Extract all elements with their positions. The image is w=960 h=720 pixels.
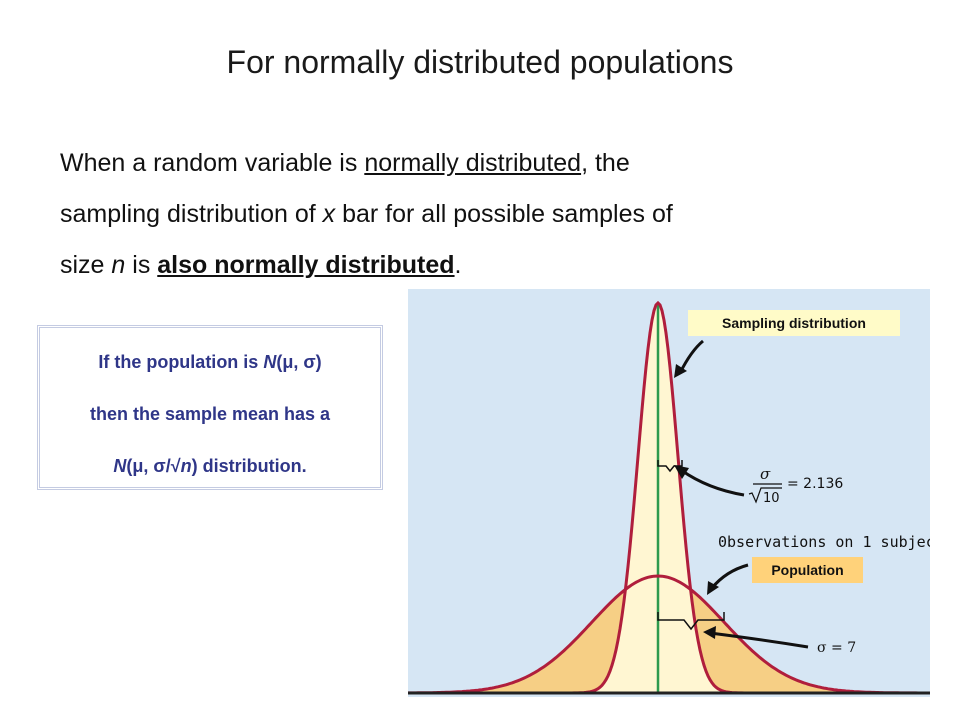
italic-variable-n: n <box>111 251 126 279</box>
sampling-sd-arrowhead <box>674 465 689 479</box>
summary-box: If the population is N(μ, σ) then the sa… <box>37 325 383 490</box>
population-curve <box>408 574 930 695</box>
sampling-arrow <box>678 339 704 374</box>
formula-sigma: σ <box>760 465 771 483</box>
text-run: When a random variable is <box>60 149 365 177</box>
text-run: size <box>60 251 112 279</box>
italic-N: N <box>113 456 127 476</box>
sampling-arrowhead <box>674 364 687 378</box>
population-sd-label: σ = 7 <box>817 640 856 656</box>
formula-value: = 2.136 <box>787 476 843 492</box>
summary-line-3: N(μ, σ/√n) distribution. <box>40 456 380 477</box>
text-run: , the <box>581 149 630 177</box>
text-run: (μ, σ/√ <box>126 456 181 476</box>
italic-n: n <box>180 456 192 476</box>
sampling-sd-arrow <box>680 468 745 497</box>
sqrt-sign <box>748 487 782 504</box>
italic-variable-x: x <box>322 200 336 228</box>
population-label: Population <box>752 557 863 583</box>
sampling-area <box>408 303 930 693</box>
population-sd-arrow <box>709 631 809 649</box>
population-sd-arrowhead <box>703 626 716 639</box>
sampling-sd-bracket <box>657 460 683 473</box>
text-run: ) distribution. <box>191 456 307 476</box>
slide-title: For normally distributed populations <box>226 44 734 80</box>
distribution-diagram: σ 10 = 2.136 0bservations on 1 subject σ… <box>408 289 930 697</box>
intro-paragraph: When a random variable is normally distr… <box>60 138 880 291</box>
observations-label: 0bservations on 1 subject <box>718 533 930 551</box>
summary-line-1: If the population is N(μ, σ) <box>40 352 380 373</box>
sampling-distribution-label: Sampling distribution <box>688 310 900 336</box>
summary-line-2: then the sample mean has a <box>89 404 331 424</box>
text-run: If the population is <box>98 352 264 372</box>
text-run: is <box>125 251 158 279</box>
underlined-term: normally distributed <box>364 149 582 177</box>
text-run: (μ, σ) <box>276 352 322 372</box>
italic-N: N <box>263 352 277 372</box>
emphasized-conclusion: also normally distributed <box>157 251 455 279</box>
population-arrowhead <box>707 581 719 595</box>
distribution-curves-svg: σ 10 = 2.136 0bservations on 1 subject σ… <box>408 300 930 695</box>
population-arrow <box>710 563 749 589</box>
text-run: . <box>454 251 462 279</box>
population-sd-bracket <box>657 612 725 631</box>
text-run: bar for all possible samples of <box>335 200 673 228</box>
formula-denominator: 10 <box>763 491 780 506</box>
text-run: sampling distribution of <box>60 200 323 228</box>
